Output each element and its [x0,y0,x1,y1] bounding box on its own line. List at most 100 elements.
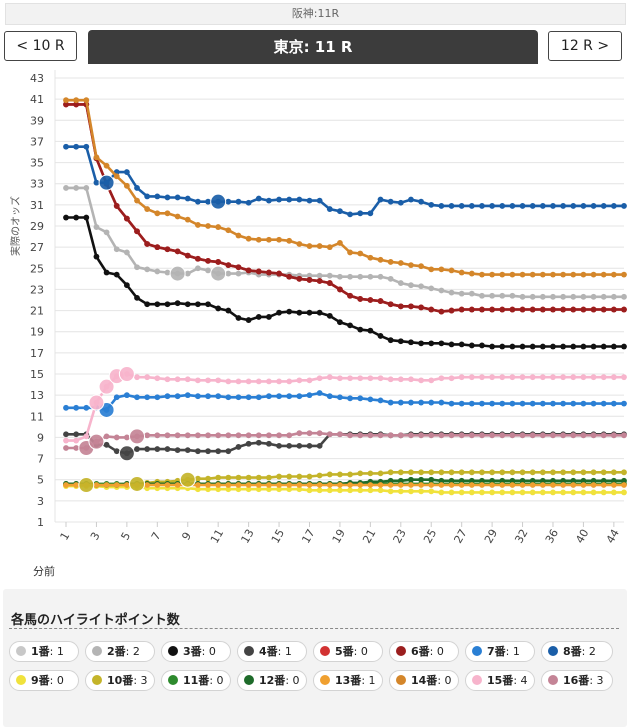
data-point [337,394,343,401]
data-point [154,268,161,275]
highlight-badge[interactable]: 3番: 0 [161,641,231,662]
data-point [387,337,394,344]
data-point [194,432,201,439]
data-point [397,280,404,286]
highlight-point [169,265,186,282]
data-point [570,306,577,313]
highlight-badge[interactable]: 9番: 0 [9,670,79,691]
data-point [408,262,414,269]
other-track-bar[interactable]: 阪神:11R [5,3,626,25]
x-tick-label: 5 [118,530,133,543]
data-point [387,259,394,265]
badge-separator: : [209,674,217,687]
data-point [509,306,516,313]
badge-separator: : [581,645,589,658]
data-point [387,376,394,383]
data-point [377,333,384,339]
badge-separator: : [201,645,209,658]
data-point [174,300,181,307]
data-point [215,305,222,312]
data-point [519,489,526,496]
data-point [570,432,577,439]
data-point [397,338,404,345]
data-point [225,198,232,205]
data-point [590,306,597,313]
highlight-badge[interactable]: 16番: 3 [541,670,613,691]
prev-race-button[interactable]: < 10 R [4,31,77,61]
data-point [63,143,69,150]
data-point [418,283,424,290]
data-point [276,378,282,385]
x-tick-label: 44 [604,527,622,546]
highlight-badge[interactable]: 15番: 4 [465,670,535,691]
data-point [367,487,374,494]
next-race-button[interactable]: 12 R > [548,31,622,61]
x-tick-label: 13 [238,527,256,546]
data-point [499,482,506,488]
data-point [194,198,201,205]
data-point [255,195,262,202]
highlight-badge[interactable]: 10番: 3 [85,670,155,691]
data-point [255,432,262,439]
highlight-count: 0 [360,645,368,658]
horse-color-dot [16,646,26,656]
series-7番 [63,390,627,413]
data-point [286,237,293,244]
data-point [134,185,140,191]
data-point [276,432,282,439]
data-point [428,488,435,495]
highlight-badge[interactable]: 7番: 1 [465,641,535,662]
data-point [539,432,546,439]
badge-separator: : [353,645,361,658]
data-point [306,377,313,384]
highlight-badge[interactable]: 5番: 0 [313,641,383,662]
data-point [255,486,262,493]
highlight-badge[interactable]: 8番: 2 [541,641,613,662]
race-title: 東京: 11 R [88,30,538,64]
data-point [519,482,526,488]
data-point [539,489,546,496]
odds-line-chart: 135791113151719212325272931333537394143 … [9,70,627,578]
badge-separator: : [49,645,57,658]
data-point [610,203,617,209]
data-point [408,469,414,476]
data-point [235,486,242,493]
other-track-label[interactable]: 阪神:11R [291,7,340,20]
highlight-count: 0 [436,645,444,658]
data-point [621,271,627,278]
badge-separator: : [133,674,141,687]
data-point [194,301,201,308]
horse-number: 4番 [259,645,278,658]
badge-separator: : [277,645,285,658]
highlight-badge[interactable]: 14番: 0 [389,670,459,691]
data-point [418,304,424,311]
horse-number: 2番 [107,645,126,658]
data-point [499,203,506,209]
highlight-badge[interactable]: 2番: 2 [85,641,155,662]
highlight-point [210,265,227,282]
data-point [286,378,293,385]
x-tick-label: 21 [360,527,378,546]
data-point [438,287,445,294]
series-line [66,145,624,216]
data-point [215,259,222,265]
data-point [316,309,323,316]
data-point [387,488,394,495]
data-point [245,440,252,447]
data-point [509,203,516,209]
data-point [489,477,496,484]
data-point [458,203,465,209]
data-point [306,277,313,283]
data-point [428,340,435,347]
highlight-badge[interactable]: 1番: 1 [9,641,79,662]
highlight-badge[interactable]: 6番: 0 [389,641,459,662]
highlight-badge[interactable]: 12番: 0 [237,670,307,691]
y-tick-label: 39 [30,114,44,127]
highlight-badge[interactable]: 11番: 0 [161,670,231,691]
data-point [103,229,110,236]
data-point [529,306,536,313]
data-point [377,273,384,280]
data-point [377,298,384,304]
highlight-badge[interactable]: 4番: 1 [237,641,307,662]
highlight-badge[interactable]: 13番: 1 [313,670,383,691]
